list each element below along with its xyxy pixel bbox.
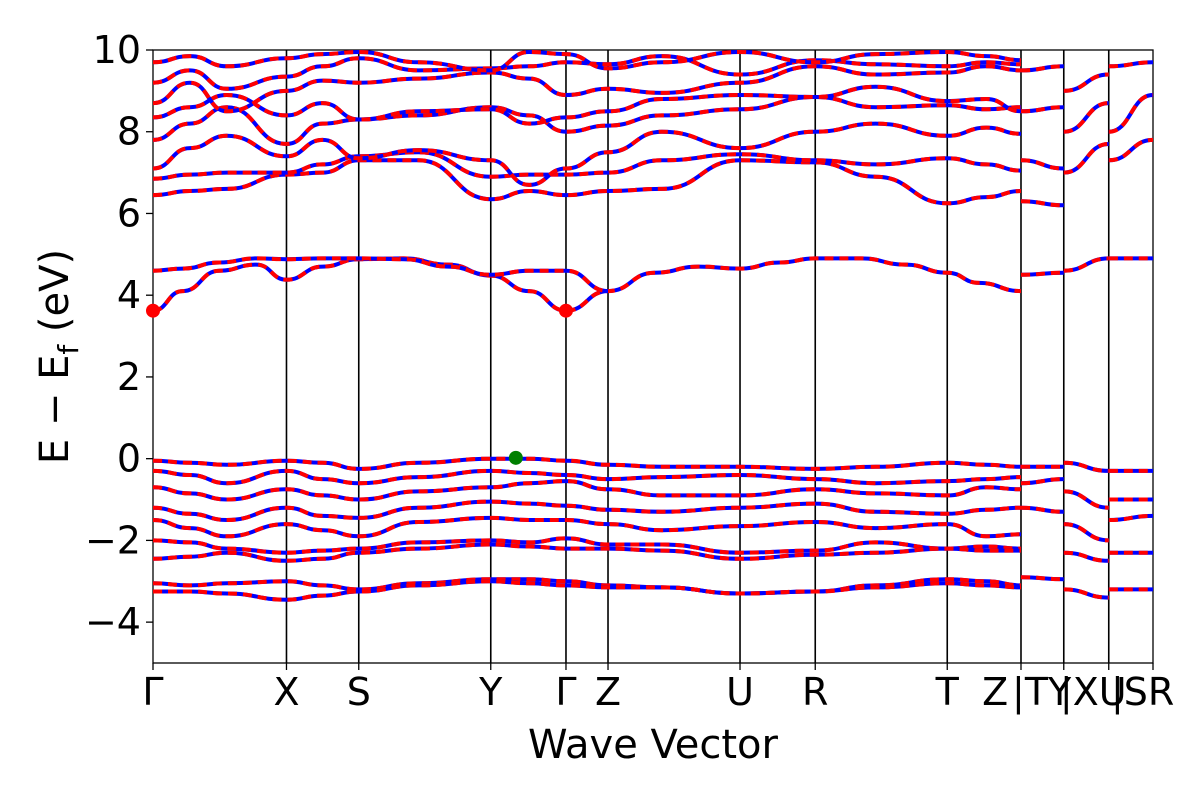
y-axis-title-subscript: f [52,344,85,355]
band-line-spin-b [152,94,1022,147]
x-tick-label: R [802,670,828,714]
band-line-spin-a [1108,93,1154,134]
x-axis-ticks: Γ X S Y Γ Z U R T Z |TY|XU|SR [142,663,1174,715]
band-line-spin-a [1020,505,1064,514]
y-tick-label: 0 [117,437,141,481]
band-line-spin-a [152,94,1022,147]
band-line-spin-a [152,84,1022,126]
kpath-lines [285,50,1110,663]
band-line-spin-b [152,536,1022,555]
band-line-spin-b [152,479,1022,502]
markers [146,303,573,465]
x-tick-label: Z [982,670,1008,714]
y-tick-label: −4 [85,600,141,644]
x-tick-label: |XU [1060,670,1127,715]
y-tick-label: 8 [117,110,141,154]
band-line-spin-a [1063,256,1109,273]
band-line-spin-b [152,577,1022,596]
band-line-spin-b [1108,137,1154,163]
plot-area [146,49,1154,664]
band-line-spin-a [1063,522,1109,543]
band-line-spin-a [152,49,1022,73]
band-line-spin-a [152,456,1022,471]
band-line-spin-a [1063,550,1109,563]
x-tick-label: Z [595,670,621,714]
x-tick-label: S [347,670,371,714]
band-line-spin-a [1063,489,1109,510]
y-axis-title: E − Ef (eV) [32,249,85,464]
x-tick-label: Γ [142,670,163,714]
band-line-spin-b [1063,142,1110,175]
band-line-spin-a [1063,587,1109,600]
x-tick-label: Y [478,670,503,714]
band-line-spin-a [1108,513,1154,522]
band-line-spin-a [152,150,1022,181]
band-line-spin-a [1020,105,1064,114]
x-tick-label: |SR [1111,670,1174,715]
band-line-spin-a [1063,460,1109,473]
band-line-spin-a [1063,142,1110,175]
band-line-spin-b [152,158,1022,206]
y-axis-title-suffix: (eV) [32,249,78,345]
plot-frame [152,49,1154,664]
band-line-spin-a [1020,477,1064,486]
x-tick-label: T [935,670,960,714]
band-line-spin-a [1063,72,1109,93]
band-line-spin-a [152,54,1022,91]
y-tick-label: 4 [117,273,141,317]
cbm-marker [146,303,160,318]
band-line-spin-b [152,64,1022,114]
vbm-marker [508,450,523,465]
band-line-spin-a [1020,270,1064,277]
band-line-spin-b [152,499,1022,523]
band-line-spin-a [1020,64,1064,73]
y-tick-label: 2 [117,355,141,399]
band-line-spin-a [153,579,1022,602]
band-line-spin-a [152,542,1021,563]
band-line-spin-a [152,256,609,294]
band-line-spin-a [1020,158,1064,171]
y-tick-label: −2 [85,518,141,562]
band-line-spin-a [1108,137,1154,163]
band-line-spin-a [1020,575,1064,582]
bands [152,49,1154,602]
band-line-spin-b [1063,101,1110,134]
band-line-spin-a [1020,199,1064,208]
band-line-spin-a [152,515,1022,539]
x-axis-title: Wave Vector [528,722,779,768]
x-tick-label: U [726,670,754,714]
band-line-spin-a [152,158,1022,206]
cbm-marker [558,303,573,318]
band-line-spin-a [152,121,1022,187]
y-tick-label: 10 [93,28,141,72]
y-axis-title-prefix: E − E [32,355,78,465]
band-line-spin-a [1108,60,1154,69]
band-line-spin-a [1063,101,1110,134]
y-axis-ticks: −4 −2 0 2 4 6 8 10 [85,28,153,644]
x-tick-label: |TY [1012,670,1072,715]
y-tick-label: 6 [117,191,141,235]
x-tick-label: Γ [555,670,576,714]
x-tick-label: X [273,670,299,714]
band-line-spin-a [152,256,1022,313]
band-line-spin-b [152,468,1022,486]
